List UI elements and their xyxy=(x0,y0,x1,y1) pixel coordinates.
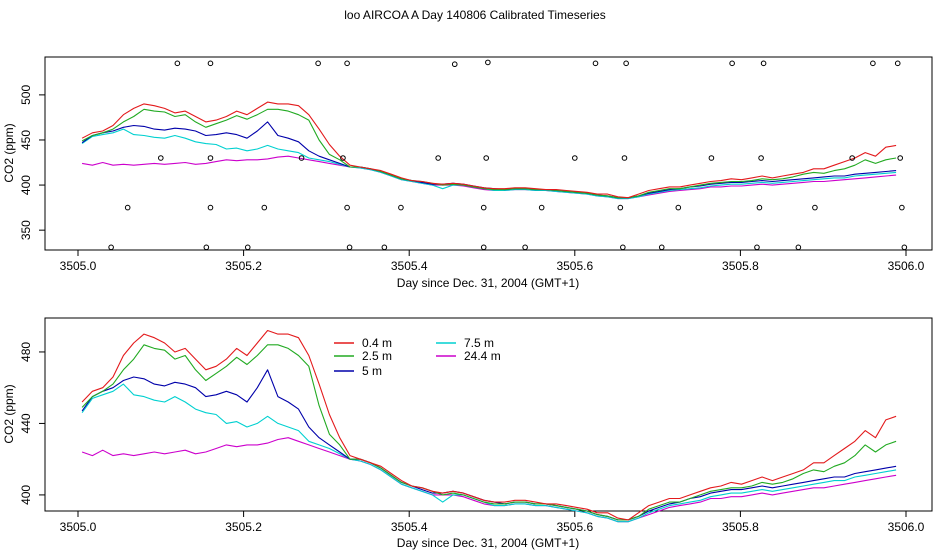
flag-point xyxy=(758,155,764,161)
bottom-plot-frame xyxy=(44,317,933,512)
bottom-x-tick-label: 3505.4 xyxy=(391,520,428,534)
top-x-tick-label: 3505.4 xyxy=(391,259,428,273)
flag-point xyxy=(538,204,545,211)
flag-point xyxy=(754,244,760,251)
top-x-tick-label: 3505.6 xyxy=(556,259,593,273)
top-x-axis-label: Day since Dec. 31, 2004 (GMT+1) xyxy=(397,276,579,290)
flag-point xyxy=(435,155,441,161)
flag-point xyxy=(812,204,818,211)
top-series-0-4-m xyxy=(81,101,897,199)
flag-point xyxy=(174,60,181,67)
flag-point xyxy=(760,60,767,67)
bottom-series-0-4-m xyxy=(81,329,897,521)
flag-point xyxy=(729,60,735,67)
bottom-y-tick-label: 440 xyxy=(19,413,33,433)
flag-point xyxy=(485,59,491,66)
flag-point xyxy=(621,155,628,161)
bottom-y-axis: 400 440 480 xyxy=(19,342,45,505)
top-x-tick-label: 3505.8 xyxy=(722,259,759,273)
legend-label: 0.4 m xyxy=(362,336,392,350)
flag-point xyxy=(207,155,214,161)
bottom-x-tick-label: 3505.2 xyxy=(225,520,262,534)
top-flag-points xyxy=(108,59,908,251)
flag-point xyxy=(897,155,904,161)
flag-point xyxy=(899,204,905,211)
top-x-tick-label: 3506.0 xyxy=(888,259,925,273)
bottom-x-tick-label: 3505.8 xyxy=(722,520,759,534)
flag-point xyxy=(261,204,268,211)
flag-point xyxy=(340,155,346,161)
top-y-tick-label: 400 xyxy=(19,175,33,195)
bottom-series-group xyxy=(81,329,897,523)
top-x-tick-label: 3505.2 xyxy=(225,259,262,273)
flag-point xyxy=(483,155,490,161)
flag-point xyxy=(203,244,210,251)
flag-point xyxy=(158,155,164,161)
flag-point xyxy=(398,204,404,211)
flag-point xyxy=(344,60,350,67)
legend: 0.4 m2.5 m5 m 7.5 m24.4 m xyxy=(334,336,501,378)
flag-point xyxy=(849,155,855,161)
bottom-series-2-5-m xyxy=(81,344,897,521)
top-y-tick-label: 450 xyxy=(19,130,33,150)
flag-point xyxy=(708,155,715,161)
top-y-axis: 350 400 450 500 xyxy=(19,85,45,240)
flag-point xyxy=(244,244,251,251)
flag-point xyxy=(207,60,214,67)
top-series-group xyxy=(81,101,897,200)
flag-point xyxy=(315,60,321,67)
top-y-axis-label: CO2 (ppm) xyxy=(2,123,16,182)
top-x-tick-label: 3505.0 xyxy=(60,259,97,273)
flag-point xyxy=(346,244,353,251)
top-series-5-m xyxy=(81,121,897,199)
top-y-tick-label: 350 xyxy=(19,220,33,240)
flag-point xyxy=(480,244,487,251)
legend-label: 24.4 m xyxy=(464,349,501,363)
bottom-series-5-m xyxy=(81,369,897,521)
bottom-x-tick-label: 3505.6 xyxy=(556,520,593,534)
bottom-series-24-4-m xyxy=(81,437,897,523)
bottom-series-7-5-m xyxy=(81,383,897,523)
flag-point xyxy=(901,244,908,251)
flag-point xyxy=(623,60,629,67)
bottom-y-axis-label: CO2 (ppm) xyxy=(2,384,16,443)
flag-point xyxy=(480,204,487,211)
bottom-y-tick-label: 480 xyxy=(19,342,33,362)
bottom-x-axis: 3505.0 3505.2 3505.4 3505.6 3505.8 3506.0 xyxy=(60,511,925,534)
bottom-x-axis-label: Day since Dec. 31, 2004 (GMT+1) xyxy=(397,536,579,550)
flag-point xyxy=(658,244,665,251)
legend-label: 2.5 m xyxy=(362,349,392,363)
flag-point xyxy=(344,204,350,211)
flag-point xyxy=(620,244,626,251)
flag-point xyxy=(675,204,682,211)
bottom-x-tick-label: 3506.0 xyxy=(888,520,925,534)
flag-point xyxy=(617,204,624,211)
flag-point xyxy=(381,244,388,251)
flag-point xyxy=(451,61,458,68)
chart-title: loo AIRCOA A Day 140806 Calibrated Times… xyxy=(344,8,605,22)
top-y-tick-label: 500 xyxy=(19,85,33,105)
flag-point xyxy=(894,60,901,67)
bottom-panel: 3505.0 3505.2 3505.4 3505.6 3505.8 3506.0 400… xyxy=(2,317,933,550)
flag-point xyxy=(207,204,214,211)
top-panel: 3505.0 3505.2 3505.4 3505.6 3505.8 3506.0 350… xyxy=(2,56,933,290)
flag-point xyxy=(298,155,305,161)
bottom-y-tick-label: 400 xyxy=(19,485,33,505)
flag-point xyxy=(572,155,578,161)
top-plot-frame xyxy=(44,56,933,251)
top-x-axis: 3505.0 3505.2 3505.4 3505.6 3505.8 3506.0 xyxy=(60,250,925,273)
flag-point xyxy=(522,244,528,251)
bottom-x-tick-label: 3505.0 xyxy=(60,520,97,534)
flag-point xyxy=(124,204,131,211)
flag-point xyxy=(108,244,114,251)
flag-point xyxy=(870,60,876,67)
flag-point xyxy=(592,60,599,67)
flag-point xyxy=(795,244,802,251)
flag-point xyxy=(756,204,763,211)
legend-label: 5 m xyxy=(362,364,382,378)
top-series-2-5-m xyxy=(81,108,897,199)
legend-label: 7.5 m xyxy=(464,336,494,350)
